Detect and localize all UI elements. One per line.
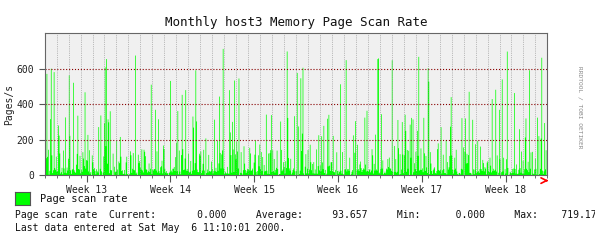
Y-axis label: Pages/s: Pages/s <box>4 84 14 125</box>
Title: Monthly host3 Memory Page Scan Rate: Monthly host3 Memory Page Scan Rate <box>165 16 427 29</box>
Text: Page scan rate  Current:       0.000     Average:     93.657     Min:      0.000: Page scan rate Current: 0.000 Average: 9… <box>15 210 595 220</box>
Text: Last data entered at Sat May  6 11:10:01 2000.: Last data entered at Sat May 6 11:10:01 … <box>15 223 285 233</box>
Text: RRDTOOL / TOBI OETIKER: RRDTOOL / TOBI OETIKER <box>578 66 583 148</box>
Text: Page scan rate: Page scan rate <box>40 194 128 204</box>
